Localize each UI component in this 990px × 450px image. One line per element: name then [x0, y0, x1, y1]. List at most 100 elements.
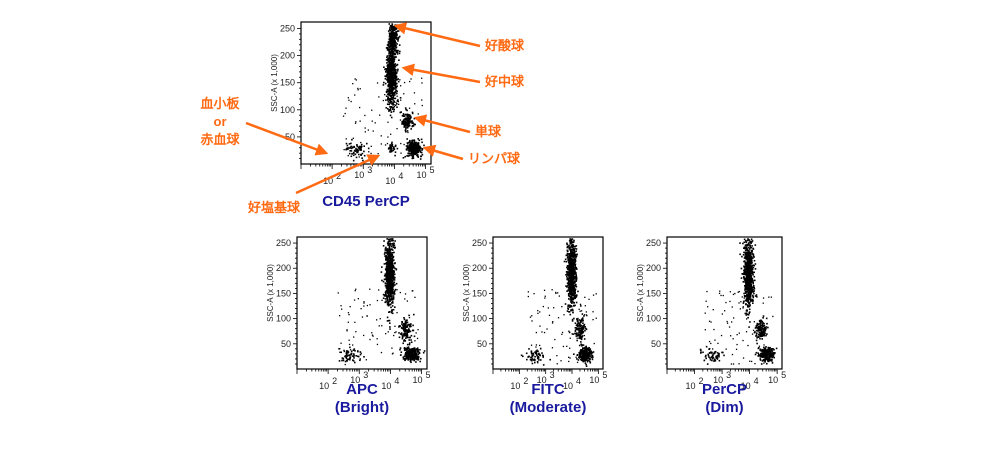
data-point: [410, 116, 412, 118]
data-point: [399, 79, 401, 81]
data-point: [592, 351, 595, 353]
data-point: [402, 119, 405, 122]
data-point: [400, 142, 402, 145]
data-point: [577, 322, 580, 324]
data-point: [390, 80, 392, 83]
data-point: [387, 285, 390, 288]
data-point: [565, 271, 568, 273]
data-point: [577, 334, 579, 336]
data-point: [338, 360, 341, 362]
data-point: [569, 288, 572, 290]
data-point: [527, 295, 529, 298]
data-point: [576, 318, 578, 320]
data-point: [747, 294, 749, 296]
data-point: [386, 280, 388, 282]
data-point: [388, 92, 390, 95]
data-point: [393, 50, 395, 53]
data-point: [586, 355, 588, 358]
data-point: [762, 322, 764, 324]
data-point: [746, 287, 748, 289]
data-point: [750, 246, 753, 249]
data-point: [385, 275, 388, 277]
data-point: [752, 282, 754, 285]
data-point: [748, 252, 751, 254]
data-point: [751, 267, 753, 270]
data-point: [396, 85, 398, 87]
data-point: [389, 322, 391, 324]
data-point: [342, 357, 344, 359]
data-point: [744, 250, 747, 252]
data-point: [388, 46, 390, 48]
data-point: [403, 118, 405, 121]
data-point: [390, 95, 392, 98]
data-point: [404, 322, 407, 324]
data-point: [391, 265, 393, 268]
data-point: [749, 263, 752, 265]
data-point: [583, 359, 585, 362]
data-point: [556, 355, 558, 357]
data-point: [402, 333, 405, 335]
data-point: [574, 252, 576, 254]
data-point: [385, 47, 388, 49]
data-point: [383, 275, 386, 277]
data-points-main: [342, 23, 425, 162]
data-point: [752, 286, 754, 289]
data-point: [345, 354, 347, 357]
data-point: [568, 245, 570, 248]
data-point: [395, 83, 397, 85]
data-point: [407, 359, 409, 361]
data-point: [386, 320, 389, 322]
data-point: [390, 57, 393, 59]
data-point: [388, 43, 391, 45]
data-point: [566, 290, 568, 292]
data-point: [347, 312, 350, 314]
data-point: [349, 150, 351, 152]
data-point: [393, 293, 396, 295]
data-point: [549, 358, 551, 361]
data-point: [581, 344, 584, 346]
data-point: [413, 147, 416, 149]
data-point: [574, 291, 576, 294]
data-point: [396, 90, 398, 92]
data-point: [386, 252, 389, 255]
data-point: [758, 329, 760, 332]
data-point: [571, 250, 574, 252]
data-point: [355, 331, 357, 333]
data-point: [392, 302, 394, 304]
data-point: [388, 55, 391, 57]
data-point: [745, 241, 747, 244]
data-point: [388, 268, 391, 270]
data-point: [404, 323, 406, 325]
x-tick-label: 10: [563, 381, 573, 391]
data-point: [345, 107, 347, 109]
data-point: [580, 355, 582, 358]
data-point: [575, 324, 578, 327]
data-point: [388, 270, 390, 273]
data-point: [384, 298, 387, 300]
data-point: [765, 317, 768, 320]
data-point: [762, 325, 765, 327]
data-point: [570, 251, 572, 254]
data-point: [405, 336, 408, 338]
data-point: [747, 314, 750, 316]
data-point: [767, 326, 769, 329]
data-point: [745, 272, 747, 275]
data-point: [739, 253, 741, 256]
data-point: [410, 334, 413, 337]
data-point: [347, 351, 349, 354]
data-point: [360, 141, 362, 144]
data-point: [382, 297, 385, 299]
data-point: [411, 139, 414, 142]
data-point: [535, 352, 538, 354]
data-point: [561, 306, 563, 308]
data-point: [386, 272, 389, 274]
data-point: [573, 239, 575, 242]
data-point: [395, 56, 397, 58]
data-point: [403, 81, 406, 84]
data-point: [383, 278, 386, 281]
data-point: [390, 76, 392, 79]
data-point: [744, 289, 746, 291]
data-point: [573, 292, 575, 294]
data-point: [391, 145, 393, 147]
